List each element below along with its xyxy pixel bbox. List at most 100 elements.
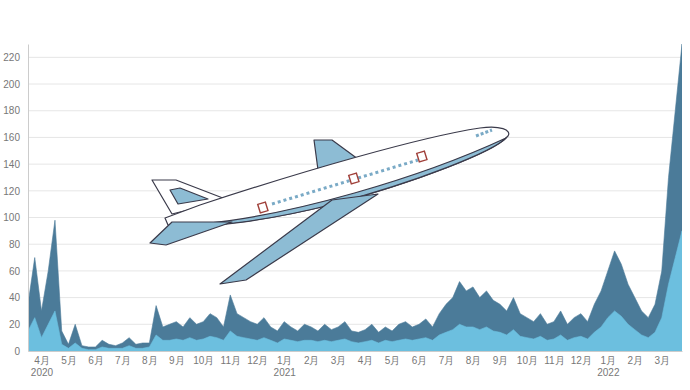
tick-label-line: 1月 [277, 355, 293, 366]
tick-label: 100 [3, 212, 20, 223]
tick-label: 180 [3, 105, 20, 116]
tick-label: 0 [14, 346, 20, 357]
tick-label: 11月 [544, 355, 564, 366]
tick: 20 [9, 319, 28, 330]
tick-label-line: 12月 [247, 355, 268, 366]
tick: 1月2022 [597, 351, 620, 378]
area-series [28, 44, 682, 351]
tick-label: 4月2020 [31, 355, 54, 378]
plane-door [258, 202, 268, 213]
tick-label-line: 8月 [142, 355, 158, 366]
tick-label: 8月 [142, 355, 158, 366]
tick-label: 6月 [88, 355, 104, 366]
tick-label-line: 4月 [34, 355, 50, 366]
tick: 5月 [385, 351, 401, 366]
tick-label: 2月 [304, 355, 320, 366]
tick-label-line: 11月 [544, 355, 564, 366]
tick-label-line: 3月 [654, 355, 670, 366]
tick-label: 60 [9, 266, 21, 277]
grid-line [28, 217, 682, 218]
tick-label: 140 [3, 159, 20, 170]
tick-label-line: 6月 [88, 355, 104, 366]
plane-tail-fin [170, 188, 208, 204]
tick-label: 8月 [466, 355, 482, 366]
tick-label: 120 [3, 186, 20, 197]
tick-label-line: 10月 [193, 355, 214, 366]
y-axis: 0 20 40 60 80 100 120 140 160 180 200 220 [3, 45, 28, 357]
tick: 12月 [247, 351, 268, 366]
tick-label: 160 [3, 132, 20, 143]
tick: 10月 [193, 351, 214, 366]
x-axis: 4月20205月6月7月8月9月10月11月12月1月20212月3月4月5月6… [29, 351, 683, 378]
tick-label: 200 [3, 79, 20, 90]
tick-label-line: 12月 [571, 355, 592, 366]
tick: 220 [3, 52, 28, 63]
grid-line [28, 244, 682, 245]
tick-label: 3月 [654, 355, 670, 366]
plane-stabilizer [150, 222, 232, 245]
tick: 8月 [466, 351, 482, 366]
tick-label: 7月 [439, 355, 455, 366]
tick: 12月 [571, 351, 592, 366]
grid-line [28, 137, 682, 138]
plane-wing [220, 194, 378, 284]
tick-label-line: 2022 [597, 367, 620, 378]
axis-line [29, 351, 683, 352]
grid-line [28, 84, 682, 85]
plane-belly [200, 138, 506, 225]
tick: 11月 [544, 351, 564, 366]
tick-label-line: 2月 [628, 355, 644, 366]
tick: 0 [14, 346, 28, 357]
tick: 2月 [304, 351, 320, 366]
plane-windows [272, 160, 418, 204]
tick: 7月 [439, 351, 455, 366]
tick: 7月 [115, 351, 131, 366]
tick: 6月 [412, 351, 428, 366]
tick-label: 5月 [385, 355, 401, 366]
tick: 5月 [61, 351, 77, 366]
tick-label-line: 2020 [31, 367, 54, 378]
tick-label: 12月 [247, 355, 268, 366]
tick-label: 7月 [115, 355, 131, 366]
tick-label: 220 [3, 52, 20, 63]
tick-label-line: 6月 [412, 355, 428, 366]
tick: 160 [3, 132, 28, 143]
grid-line [28, 297, 682, 298]
tick-label-line: 7月 [115, 355, 131, 366]
tick: 3月 [331, 351, 347, 366]
tick-label-line: 9月 [169, 355, 185, 366]
tick: 1月2021 [274, 351, 297, 378]
tick-label: 9月 [493, 355, 509, 366]
plane-cockpit [476, 130, 492, 136]
tick-label-line: 7月 [439, 355, 455, 366]
grid-line [28, 270, 682, 271]
tick: 40 [9, 292, 28, 303]
grid [28, 57, 682, 351]
tick-label: 9月 [169, 355, 185, 366]
tick: 3月 [654, 351, 670, 366]
grid-line [28, 57, 682, 58]
tick-label: 1月2021 [274, 355, 297, 378]
tick-label: 3月 [331, 355, 347, 366]
tick: 60 [9, 266, 28, 277]
plane-illustration [150, 127, 509, 284]
tick-label: 40 [9, 292, 21, 303]
tick-label-line: 5月 [385, 355, 401, 366]
tick: 6月 [88, 351, 104, 366]
tick-label: 10月 [193, 355, 214, 366]
tick-label: 2月 [628, 355, 644, 366]
tick-label-line: 2021 [274, 367, 297, 378]
tick: 2月 [628, 351, 644, 366]
tick: 200 [3, 79, 28, 90]
tick-label: 6月 [412, 355, 428, 366]
area-series [28, 231, 682, 351]
tick-label-line: 4月 [358, 355, 374, 366]
tick-label-line: 10月 [517, 355, 538, 366]
tick: 120 [3, 186, 28, 197]
tick-label: 12月 [571, 355, 592, 366]
tick: 11月 [221, 351, 241, 366]
tick-label: 80 [9, 239, 21, 250]
tick-label-line: 3月 [331, 355, 347, 366]
tick-label: 11月 [221, 355, 241, 366]
tick-label: 5月 [61, 355, 77, 366]
